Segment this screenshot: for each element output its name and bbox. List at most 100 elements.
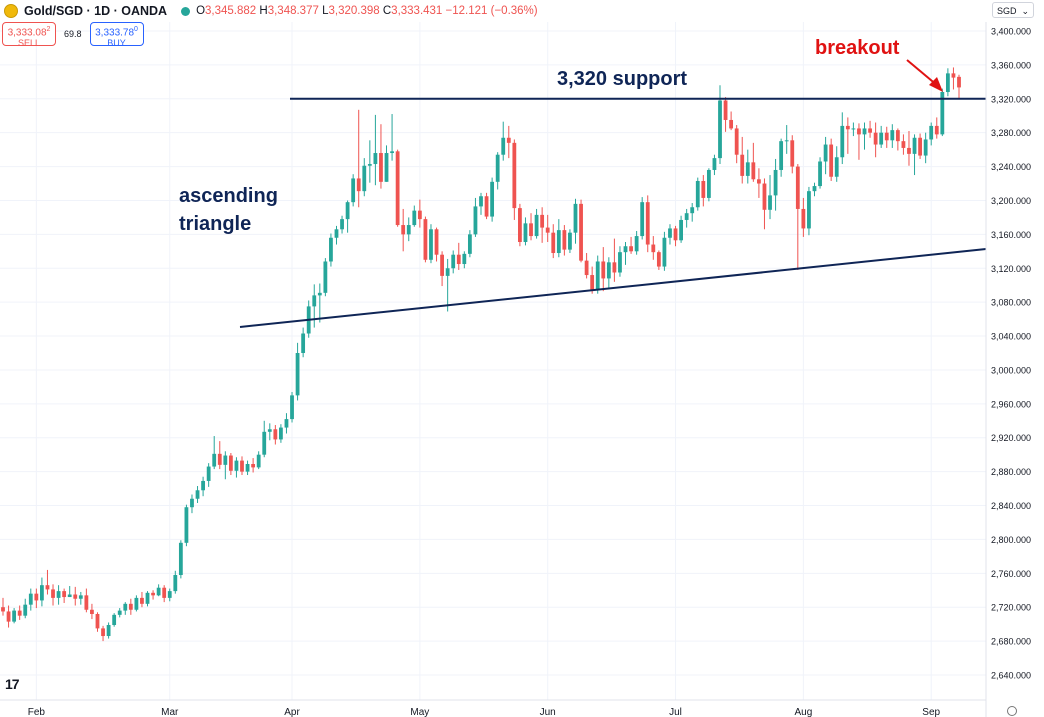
- candle-body[interactable]: [245, 464, 250, 472]
- candle-body[interactable]: [929, 125, 934, 140]
- candle-body[interactable]: [240, 460, 244, 472]
- sell-button[interactable]: 3,333.082 SELL: [2, 22, 56, 48]
- candle-body[interactable]: [740, 154, 745, 176]
- candle-body[interactable]: [840, 125, 845, 158]
- candle-body[interactable]: [73, 594, 78, 599]
- candle-body[interactable]: [84, 595, 89, 610]
- candle-body[interactable]: [434, 229, 439, 255]
- candle-body[interactable]: [184, 507, 189, 543]
- candle-body[interactable]: [862, 128, 867, 135]
- candle-body[interactable]: [262, 431, 267, 455]
- tradingview-logo-icon[interactable]: 17: [5, 676, 20, 692]
- candle-body[interactable]: [490, 181, 495, 217]
- candle-body[interactable]: [651, 244, 656, 253]
- candle-body[interactable]: [145, 592, 150, 604]
- candle-body[interactable]: [590, 275, 595, 290]
- candle-body[interactable]: [312, 295, 317, 307]
- candle-body[interactable]: [456, 254, 461, 265]
- candle-body[interactable]: [712, 158, 717, 170]
- candle-body[interactable]: [801, 208, 806, 229]
- candle-body[interactable]: [56, 591, 61, 598]
- candle-body[interactable]: [601, 261, 606, 279]
- candle-body[interactable]: [634, 236, 639, 252]
- candle-body[interactable]: [95, 613, 100, 629]
- candle-body[interactable]: [345, 202, 350, 220]
- candle-body[interactable]: [912, 137, 917, 154]
- candle-body[interactable]: [1, 607, 5, 612]
- buy-button[interactable]: 3,333.780 BUY: [89, 22, 144, 48]
- candle-body[interactable]: [156, 587, 161, 596]
- candle-body[interactable]: [112, 614, 117, 626]
- candle-body[interactable]: [451, 254, 456, 269]
- candle-body[interactable]: [467, 234, 472, 254]
- candle-body[interactable]: [612, 262, 617, 273]
- candle-body[interactable]: [790, 140, 795, 167]
- candle-body[interactable]: [890, 130, 895, 141]
- candle-body[interactable]: [390, 151, 394, 154]
- candle-body[interactable]: [834, 157, 839, 177]
- candle-body[interactable]: [534, 214, 539, 237]
- candle-body[interactable]: [745, 162, 750, 176]
- candle-body[interactable]: [762, 183, 767, 210]
- candle-body[interactable]: [301, 333, 306, 353]
- candle-body[interactable]: [945, 73, 950, 93]
- candle-body[interactable]: [329, 237, 333, 262]
- candle-body[interactable]: [28, 593, 33, 605]
- candle-body[interactable]: [751, 162, 756, 180]
- candle-body[interactable]: [123, 603, 128, 611]
- candle-body[interactable]: [23, 604, 28, 616]
- candle-body[interactable]: [579, 203, 583, 261]
- candle-body[interactable]: [729, 119, 734, 129]
- candle-body[interactable]: [195, 490, 200, 499]
- candle-body[interactable]: [518, 208, 522, 242]
- candle-body[interactable]: [629, 246, 633, 252]
- candle-body[interactable]: [362, 165, 367, 192]
- candle-body[interactable]: [40, 585, 44, 601]
- candle-body[interactable]: [67, 594, 72, 598]
- candle-body[interactable]: [62, 591, 67, 598]
- candle-body[interactable]: [779, 141, 784, 170]
- candle-body[interactable]: [562, 230, 567, 250]
- candle-body[interactable]: [462, 253, 467, 265]
- candle-body[interactable]: [934, 125, 939, 135]
- candle-body[interactable]: [412, 210, 417, 226]
- candle-body[interactable]: [523, 223, 528, 242]
- candle-body[interactable]: [623, 246, 628, 253]
- candle-body[interactable]: [595, 261, 600, 290]
- candle-body[interactable]: [484, 196, 489, 217]
- candle-body[interactable]: [957, 76, 961, 88]
- candle-body[interactable]: [151, 592, 155, 596]
- candle-body[interactable]: [501, 137, 506, 155]
- candle-body[interactable]: [384, 153, 389, 182]
- candle-body[interactable]: [757, 179, 761, 184]
- candle-body[interactable]: [340, 219, 344, 230]
- candle-body[interactable]: [645, 202, 650, 245]
- candle-body[interactable]: [829, 144, 834, 177]
- candle-body[interactable]: [323, 261, 328, 293]
- candle-body[interactable]: [545, 227, 550, 233]
- candle-body[interactable]: [784, 140, 789, 142]
- candle-body[interactable]: [618, 252, 622, 273]
- candle-body[interactable]: [295, 353, 300, 396]
- candle-body[interactable]: [901, 141, 906, 148]
- candle-body[interactable]: [284, 419, 289, 428]
- candle-body[interactable]: [884, 132, 889, 141]
- candle-body[interactable]: [267, 429, 272, 432]
- candle-body[interactable]: [640, 202, 645, 237]
- candle-body[interactable]: [212, 453, 217, 467]
- candle-body[interactable]: [106, 625, 111, 637]
- candle-body[interactable]: [429, 229, 433, 260]
- candle-body[interactable]: [406, 225, 411, 235]
- candle-body[interactable]: [718, 100, 722, 159]
- candle-body[interactable]: [940, 92, 945, 135]
- candle-body[interactable]: [506, 137, 511, 143]
- candle-body[interactable]: [584, 260, 589, 276]
- candle-body[interactable]: [256, 454, 261, 468]
- candle-body[interactable]: [351, 178, 356, 203]
- candle-body[interactable]: [167, 591, 172, 598]
- candle-body[interactable]: [228, 455, 233, 471]
- candle-body[interactable]: [279, 427, 283, 440]
- candle-body[interactable]: [317, 292, 322, 296]
- candle-body[interactable]: [201, 480, 205, 491]
